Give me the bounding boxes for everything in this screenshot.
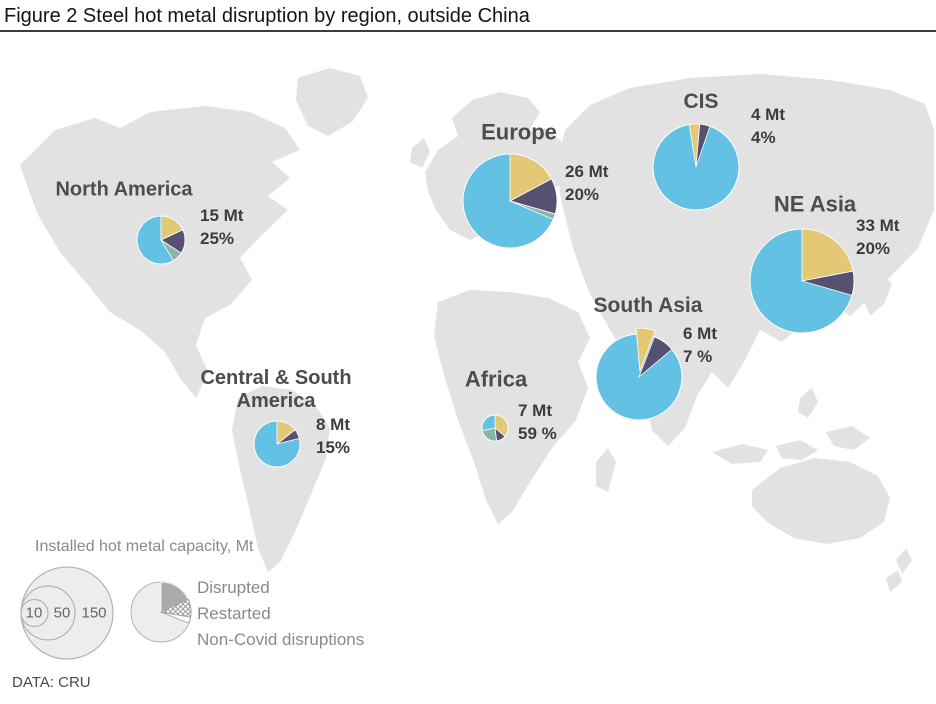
region-value-label: 8 Mt 15% xyxy=(316,415,351,457)
region-pie-cis xyxy=(652,123,740,211)
map-new-zealand-2 xyxy=(886,570,902,592)
map-greenland xyxy=(296,68,368,136)
pie-slice-restarted xyxy=(276,429,300,445)
pie-slice-disrupted xyxy=(801,228,854,282)
map-south-america xyxy=(232,386,330,572)
pie-slice-non_covid xyxy=(509,200,556,220)
size-legend-value: 150 xyxy=(81,605,106,622)
pie-slice-disrupted xyxy=(509,153,553,202)
region-name-label: Central & South America xyxy=(200,367,352,412)
region-pie-europe xyxy=(462,153,558,249)
map-japan xyxy=(862,240,892,316)
legend-label-restarted: Restarted xyxy=(197,604,271,623)
legend-label-disrupted: Disrupted xyxy=(197,578,270,597)
title-underline xyxy=(0,30,936,32)
region-name-label: Europe xyxy=(481,119,557,145)
figure-title: Figure 2 Steel hot metal disruption by r… xyxy=(4,5,530,27)
size-legend-value: 50 xyxy=(54,605,71,622)
region-value-label: 7 Mt 59 % xyxy=(518,401,557,443)
pie-slice-restarted xyxy=(695,123,711,168)
region-pie-south-asia xyxy=(595,327,683,421)
map-indonesia-2 xyxy=(776,440,818,460)
size-legend-title: Installed hot metal capacity, Mt xyxy=(35,538,254,555)
size-legend-circles: 10 50 150 xyxy=(20,566,114,660)
map-madagascar xyxy=(596,448,616,492)
map-new-zealand-1 xyxy=(896,548,912,574)
region-name-label: North America xyxy=(55,178,193,201)
pie-slice-disrupted xyxy=(494,414,509,437)
region-pie-central-south-america xyxy=(253,420,301,468)
data-source: DATA: CRU xyxy=(12,674,91,691)
region-value-label: 33 Mt 20% xyxy=(856,216,900,258)
map-philippines xyxy=(798,388,818,418)
region-pie-ne-asia xyxy=(749,228,855,334)
region-name-label: CIS xyxy=(683,89,719,113)
map-australia xyxy=(752,458,890,544)
pie-slice-disrupted xyxy=(635,327,656,372)
region-name-label: South Asia xyxy=(593,293,703,317)
size-legend-value: 10 xyxy=(26,605,43,622)
map-new-guinea xyxy=(826,426,870,450)
region-value-label: 6 Mt 7 % xyxy=(683,324,717,366)
region-name-label: Africa xyxy=(464,366,528,392)
region-name-label: NE Asia xyxy=(773,191,857,217)
map-africa xyxy=(434,290,590,524)
pie-legend-labels: Disrupted Restarted Non-Covid disruption… xyxy=(197,575,364,653)
region-pie-africa xyxy=(481,414,509,442)
region-value-label: 4 Mt 4% xyxy=(751,105,785,147)
pie-slice-non_covid xyxy=(481,427,498,442)
size-legend-circle xyxy=(20,598,49,628)
region-value-label: 26 Mt 20% xyxy=(565,162,609,204)
map-indonesia-1 xyxy=(712,444,768,464)
pie-slice-restarted xyxy=(638,336,673,379)
pie-slice-non_covid xyxy=(160,611,192,624)
region-pie-north-america xyxy=(136,215,186,265)
region-value-label: 15 Mt 25% xyxy=(200,206,244,248)
pie-slice-non_covid xyxy=(160,239,182,262)
legend-label-noncovid: Non-Covid disruptions xyxy=(197,630,365,649)
map-uk xyxy=(410,138,430,168)
pie-slice-restarted xyxy=(801,270,855,296)
pie-legend-chart xyxy=(130,581,192,643)
